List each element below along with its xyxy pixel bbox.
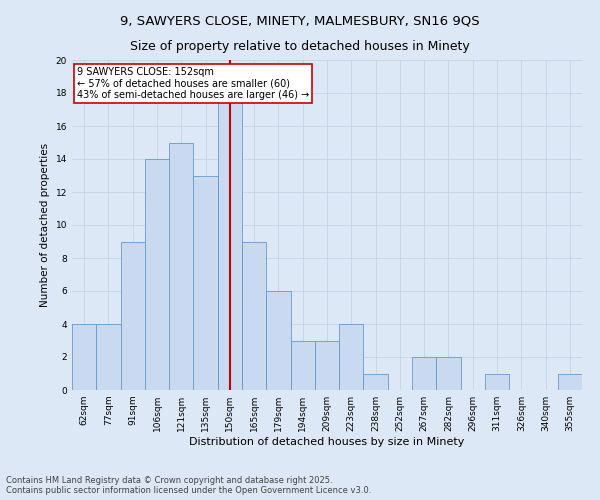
Text: 9 SAWYERS CLOSE: 152sqm
← 57% of detached houses are smaller (60)
43% of semi-de: 9 SAWYERS CLOSE: 152sqm ← 57% of detache… bbox=[77, 66, 310, 100]
Bar bbox=[339, 324, 364, 390]
Bar bbox=[290, 340, 315, 390]
Bar bbox=[242, 242, 266, 390]
Bar bbox=[558, 374, 582, 390]
X-axis label: Distribution of detached houses by size in Minety: Distribution of detached houses by size … bbox=[190, 437, 464, 447]
Bar bbox=[96, 324, 121, 390]
Bar bbox=[121, 242, 145, 390]
Y-axis label: Number of detached properties: Number of detached properties bbox=[40, 143, 50, 307]
Bar bbox=[169, 142, 193, 390]
Bar bbox=[436, 357, 461, 390]
Bar bbox=[145, 159, 169, 390]
Bar bbox=[193, 176, 218, 390]
Bar bbox=[315, 340, 339, 390]
Text: Size of property relative to detached houses in Minety: Size of property relative to detached ho… bbox=[130, 40, 470, 53]
Bar bbox=[412, 357, 436, 390]
Bar bbox=[266, 291, 290, 390]
Text: 9, SAWYERS CLOSE, MINETY, MALMESBURY, SN16 9QS: 9, SAWYERS CLOSE, MINETY, MALMESBURY, SN… bbox=[120, 15, 480, 28]
Bar bbox=[364, 374, 388, 390]
Bar bbox=[218, 76, 242, 390]
Text: Contains HM Land Registry data © Crown copyright and database right 2025.
Contai: Contains HM Land Registry data © Crown c… bbox=[6, 476, 371, 495]
Bar bbox=[72, 324, 96, 390]
Bar bbox=[485, 374, 509, 390]
